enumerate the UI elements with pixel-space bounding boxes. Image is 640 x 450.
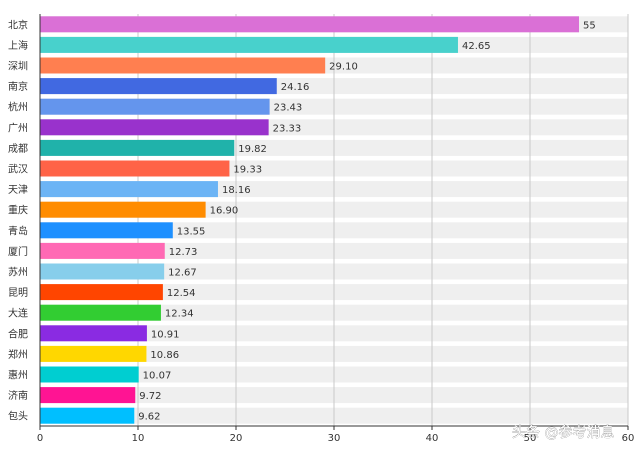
x-tick-label: 40 xyxy=(426,433,439,444)
bar xyxy=(40,181,218,198)
bar xyxy=(40,139,235,156)
x-tick-label: 20 xyxy=(230,433,243,444)
bar xyxy=(40,160,230,177)
bar xyxy=(40,407,135,424)
value-label: 9.72 xyxy=(139,391,161,402)
category-label: 北京 xyxy=(8,18,28,31)
category-label: 济南 xyxy=(8,389,28,402)
value-label: 13.55 xyxy=(177,226,206,237)
value-label: 9.62 xyxy=(138,412,160,423)
x-tick-label: 30 xyxy=(328,433,341,444)
category-label: 包头 xyxy=(8,410,28,423)
x-tick-label: 50 xyxy=(524,433,537,444)
category-label: 青岛 xyxy=(8,224,28,237)
value-label: 18.16 xyxy=(222,185,251,196)
value-label: 24.16 xyxy=(281,82,310,93)
category-label: 杭州 xyxy=(8,101,28,114)
grid-lines xyxy=(137,14,629,426)
category-label: 苏州 xyxy=(8,266,28,279)
value-label: 29.10 xyxy=(329,62,358,73)
category-label: 南京 xyxy=(8,80,28,93)
category-label: 昆明 xyxy=(8,287,28,299)
category-label: 大连 xyxy=(8,307,28,320)
value-label: 10.07 xyxy=(143,371,172,382)
value-label: 23.43 xyxy=(274,103,303,114)
bar xyxy=(40,119,269,136)
category-label: 上海 xyxy=(8,39,28,52)
value-label: 10.86 xyxy=(150,350,179,361)
bar xyxy=(40,98,270,115)
x-tick-label: 60 xyxy=(622,433,635,444)
category-label: 成都 xyxy=(8,143,28,155)
bar xyxy=(40,387,136,404)
bar xyxy=(40,325,147,342)
bar xyxy=(40,263,165,280)
category-label: 广州 xyxy=(8,122,28,134)
category-label: 深圳 xyxy=(8,61,28,73)
bar xyxy=(40,36,458,53)
value-label: 10.91 xyxy=(151,329,180,340)
value-label: 12.73 xyxy=(169,247,198,258)
bar xyxy=(40,57,326,74)
category-label: 天津 xyxy=(8,184,28,196)
bar xyxy=(40,366,139,383)
value-labels: 55 42.65 29.10 24.16 23.43 23.33 19.82 19.33 18.… xyxy=(138,20,595,422)
value-label: 12.67 xyxy=(168,268,197,279)
value-label: 19.82 xyxy=(238,144,267,155)
category-label: 武汉 xyxy=(8,163,28,176)
bars xyxy=(40,16,579,424)
bar xyxy=(40,201,206,218)
x-axis: 0 10 20 30 40 50 60 xyxy=(37,14,635,444)
category-label: 郑州 xyxy=(8,348,28,361)
value-label: 16.90 xyxy=(210,206,239,217)
category-label: 合肥 xyxy=(8,327,28,340)
category-label: 惠州 xyxy=(8,369,28,382)
value-label: 55 xyxy=(583,20,596,31)
bar xyxy=(40,304,161,321)
value-label: 23.33 xyxy=(273,123,302,134)
bar xyxy=(40,345,147,362)
bar xyxy=(40,222,173,239)
x-tick-label: 0 xyxy=(37,433,43,444)
value-label: 12.54 xyxy=(167,288,196,299)
bar xyxy=(40,242,165,259)
bar xyxy=(40,78,277,95)
x-tick-label: 10 xyxy=(132,433,145,444)
category-label: 重庆 xyxy=(8,204,28,217)
bar xyxy=(40,16,579,33)
bar xyxy=(40,284,163,301)
value-label: 12.34 xyxy=(165,309,194,320)
watermark: 头条 @参考消息 xyxy=(512,424,614,441)
category-label: 厦门 xyxy=(8,245,28,258)
value-label: 19.33 xyxy=(233,165,262,176)
value-label: 42.65 xyxy=(462,41,491,52)
